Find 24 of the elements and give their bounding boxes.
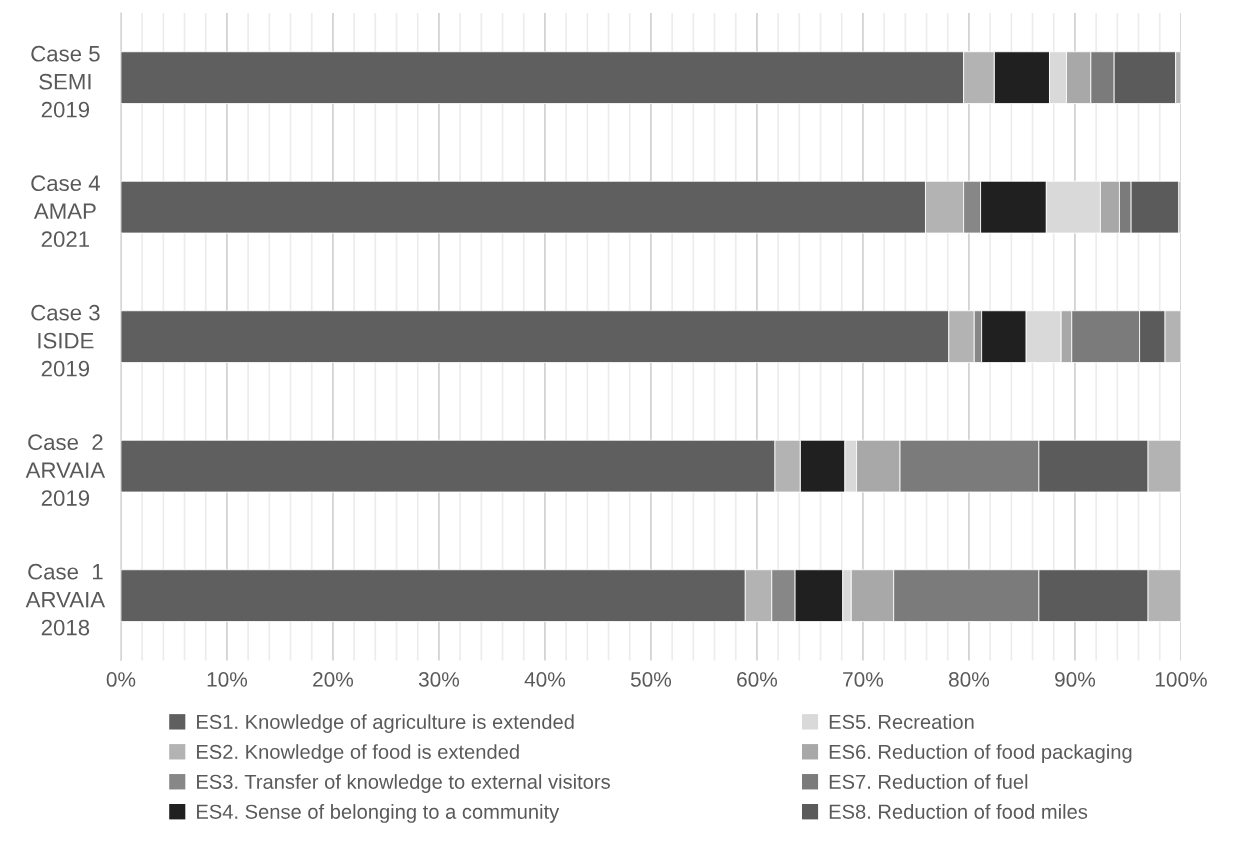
x-tick-label: 40% — [524, 672, 566, 687]
x-tick-label: 90% — [1055, 672, 1096, 687]
legend-label: ES8. Reduction of food miles — [829, 804, 1088, 819]
x-tick-label: 80% — [948, 672, 990, 687]
y-tick-label: Case 5 SEMI 2019 — [31, 45, 100, 118]
x-tick-label: 30% — [418, 672, 460, 687]
x-tick-label: 60% — [737, 672, 778, 687]
x-tick-label: 50% — [630, 672, 672, 687]
y-tick-label: Case 1 ARVAIA 2018 — [25, 563, 106, 636]
legend-label: ES1. Knowledge of agriculture is extended — [197, 714, 574, 733]
legend-label: ES5. Recreation — [829, 714, 974, 730]
y-tick-label: Case 3 ISIDE 2019 — [31, 304, 100, 377]
y-tick-label: Case 2 ARVAIA 2019 — [25, 434, 106, 506]
x-tick-label: 20% — [313, 672, 354, 687]
legend-label: ES6. Reduction of food packaging — [829, 744, 1132, 763]
x-tick-label: 100% — [1155, 672, 1207, 687]
y-tick-label: Case 4 AMAP 2021 — [31, 175, 100, 248]
x-tick-label: 70% — [843, 672, 884, 687]
legend-label: ES4. Sense of belonging to a community — [197, 804, 560, 823]
x-tick-label: 10% — [207, 672, 248, 687]
x-tick-label: 0% — [106, 672, 136, 687]
legend-label: ES2. Knowledge of food is extended — [197, 744, 519, 763]
legend-label: ES3. Transfer of knowledge to external visitors — [197, 774, 610, 793]
legend-label: ES7. Reduction of fuel — [829, 774, 1028, 789]
